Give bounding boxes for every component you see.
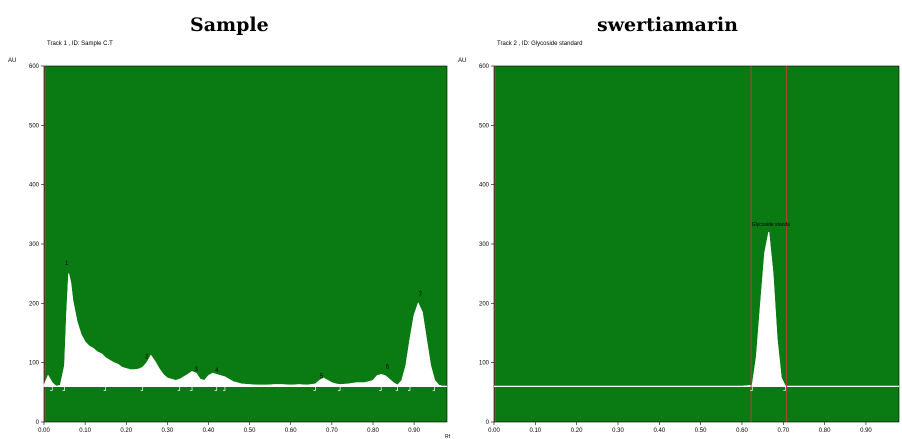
x-tick-label: 0.20 [571, 428, 583, 434]
y-tick-label: 200 [479, 301, 490, 307]
integration-bracket [395, 385, 399, 391]
x-tick-label: 0.10 [79, 428, 91, 434]
y-tick-label: 300 [29, 242, 40, 248]
integration-bracket [190, 385, 193, 391]
x-tick-label: 0.70 [777, 428, 789, 434]
peak-label: 4 [215, 368, 219, 374]
peak-label: 7 [419, 292, 423, 298]
integration-bracket [313, 385, 316, 391]
integration-bracket [103, 385, 107, 391]
integration-bracket [338, 385, 341, 391]
x-tick-label: 0.90 [860, 428, 872, 434]
integration-bracket [177, 385, 181, 391]
y-tick-label: 600 [479, 64, 490, 70]
x-tick-label: 0.30 [162, 428, 174, 434]
chromatogram-trace-0 [43, 273, 447, 387]
y-tick-label: 100 [29, 361, 40, 367]
y-tick-label: 100 [479, 361, 490, 367]
plot-area-1 [493, 65, 900, 423]
peak-label: 2 [145, 355, 149, 361]
peak-annotation: Glycoside standa [752, 222, 791, 228]
integration-bracket [750, 385, 753, 391]
y-axis-label-1: AU [458, 58, 466, 64]
integration-bracket [50, 385, 53, 391]
integration-bracket [379, 385, 382, 391]
x-tick-label: 0.60 [285, 428, 297, 434]
y-tick-label: 400 [479, 183, 490, 189]
x-tick-label: 0.10 [529, 428, 541, 434]
x-tick-label: 0.40 [653, 428, 665, 434]
integration-bracket [222, 385, 226, 391]
chart-title-sample: Sample [190, 14, 269, 36]
x-tick-label: 0.00 [38, 428, 50, 434]
x-tick-label: 0.50 [244, 428, 256, 434]
y-tick-label: 500 [479, 123, 490, 129]
integration-bracket [62, 385, 65, 391]
y-tick-label: 600 [29, 64, 40, 70]
x-tick-label: 0.00 [488, 428, 500, 434]
integration-bracket [783, 385, 786, 391]
peak-label: 1 [65, 261, 69, 267]
y-tick-label: 0 [486, 420, 490, 426]
x-tick-label: 0.50 [695, 428, 707, 434]
x-axis-label-rf: Rf [445, 434, 451, 439]
x-tick-label: 0.80 [819, 428, 831, 434]
peak-label: 6 [386, 365, 390, 371]
x-tick-label: 0.40 [203, 428, 215, 434]
chart-title-swertiamarin: swertiamarin [597, 14, 738, 36]
peak-label: 3 [194, 367, 198, 373]
integration-bracket [407, 385, 411, 391]
x-tick-label: 0.30 [612, 428, 624, 434]
y-tick-label: 200 [29, 301, 40, 307]
y-tick-label: 300 [479, 242, 490, 248]
x-tick-label: 0.60 [736, 428, 748, 434]
peak-label: 5 [320, 374, 324, 380]
x-tick-label: 0.90 [408, 428, 420, 434]
integration-bracket [214, 385, 218, 391]
track-label-standard: Track 2 , ID: Glycoside standard [497, 41, 583, 47]
x-tick-label: 0.20 [120, 428, 132, 434]
y-tick-label: 0 [36, 420, 40, 426]
x-tick-label: 0.80 [367, 428, 379, 434]
y-tick-label: 500 [29, 123, 40, 129]
x-tick-label: 0.70 [326, 428, 338, 434]
integration-bracket [140, 385, 144, 391]
track-label-sample: Track 1 , ID: Sample C.T [47, 41, 113, 47]
y-axis-label-0: AU [8, 58, 16, 64]
integration-bracket [432, 385, 436, 391]
y-tick-label: 400 [29, 183, 40, 189]
